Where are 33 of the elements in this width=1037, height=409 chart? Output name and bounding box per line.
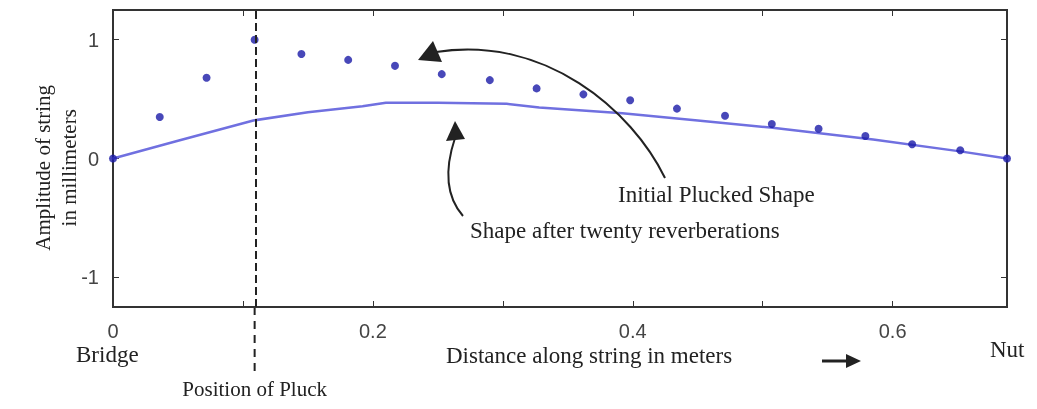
point (672, 104, 681, 113)
point (344, 55, 353, 64)
point (532, 84, 541, 93)
point (908, 140, 917, 149)
annotation: Shape after twenty reverberations (470, 218, 780, 243)
x-tick-label: 0.2 (358, 320, 387, 342)
point (297, 49, 306, 58)
x-axis-title: Distance along string in meters (446, 343, 733, 368)
point (767, 120, 776, 129)
point (814, 124, 823, 133)
text: Bridge (76, 342, 139, 367)
point (626, 96, 635, 105)
point (721, 111, 730, 120)
x-tick-label: 0.6 (878, 320, 907, 342)
point (485, 76, 494, 85)
point (202, 73, 211, 82)
x-tick-label: 0.4 (618, 320, 647, 342)
y-tick-label: -1 (81, 266, 99, 289)
y-tick-label: 0 (87, 147, 99, 170)
point (861, 131, 870, 140)
point (109, 154, 117, 163)
annotation: Initial Plucked Shape (618, 182, 815, 207)
y-axis-title: Amplitude of string in millimeters (31, 84, 81, 251)
point (437, 70, 446, 79)
point (155, 112, 164, 121)
point (1003, 154, 1011, 163)
y-tick-label: 1 (87, 28, 99, 51)
point (390, 61, 399, 70)
text: Nut (990, 337, 1026, 362)
ref-line-label: Position of Pluck (182, 376, 328, 401)
point (956, 146, 965, 155)
x-tick-label: 0 (107, 320, 119, 342)
point (579, 90, 588, 99)
